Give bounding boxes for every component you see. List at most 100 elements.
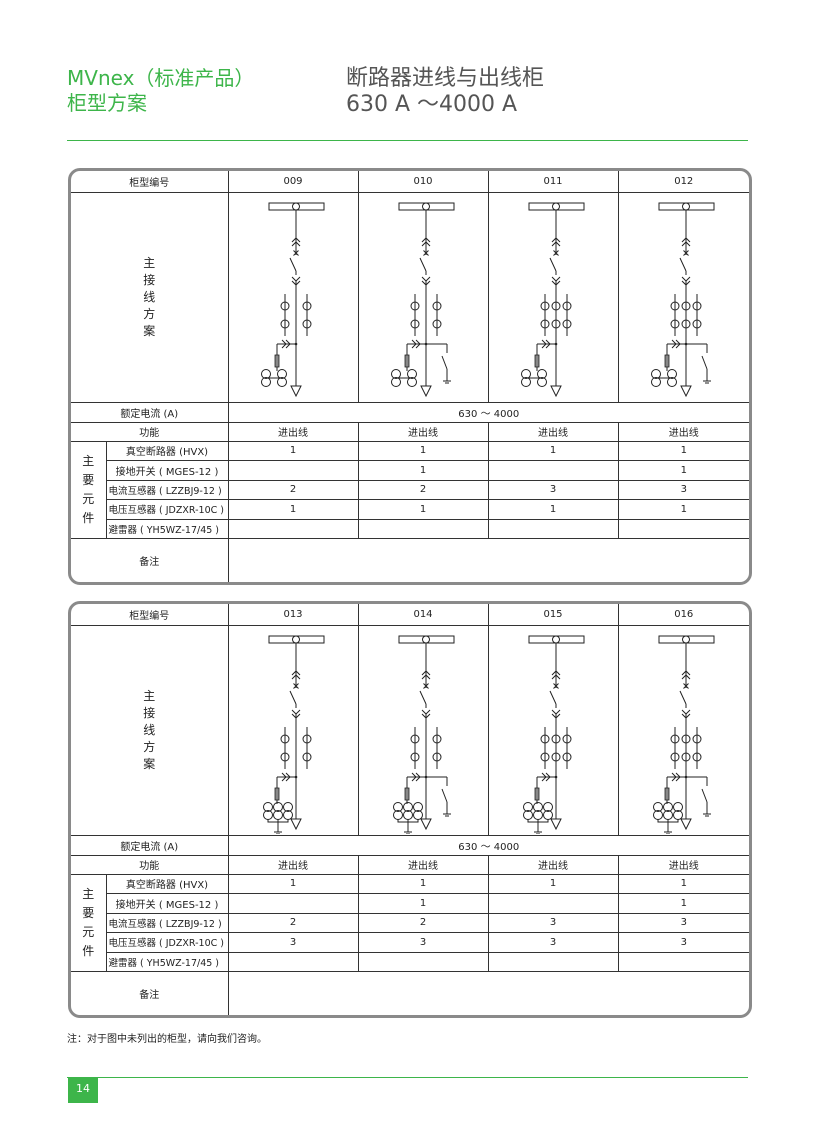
page-title-line1: 断路器进线与出线柜 bbox=[346, 66, 545, 91]
function-value: 进出线 bbox=[227, 854, 359, 875]
main-components-char: 元 bbox=[82, 924, 95, 939]
cabinet-no: 009 bbox=[227, 171, 359, 193]
remarks-label: 备注 bbox=[71, 538, 229, 582]
component-quantity bbox=[487, 460, 619, 481]
cabinet-scheme-table: 柜型编号 009 010 011 012 主接线方案额定电流 (A) 630 ～ 4000 功… bbox=[71, 171, 749, 582]
cabinet-no: 010 bbox=[357, 171, 489, 193]
component-quantity: 2 bbox=[227, 479, 359, 500]
component-quantity bbox=[357, 951, 489, 972]
component-quantity: 2 bbox=[357, 479, 489, 500]
component-quantity bbox=[487, 518, 619, 539]
main-wiring-char: 主 bbox=[143, 688, 156, 703]
component-label: 避雷器 ( YH5WZ-17/45 ) bbox=[106, 951, 229, 972]
remarks-value bbox=[227, 538, 749, 582]
rated-current-value: 630 ～ 4000 bbox=[227, 401, 749, 423]
main-components-char: 主 bbox=[82, 453, 95, 468]
component-quantity bbox=[357, 518, 489, 539]
cabinet-no: 013 bbox=[227, 604, 359, 626]
component-quantity: 3 bbox=[487, 479, 619, 500]
cabinet-no-label: 柜型编号 bbox=[71, 604, 229, 626]
cabinet-scheme-table: 柜型编号 013 014 015 016 主接线方案额定电流 (A) 630 ～ 4000 功… bbox=[71, 604, 749, 1015]
component-quantity bbox=[227, 893, 359, 914]
component-quantity bbox=[617, 518, 749, 539]
main-components-char: 元 bbox=[82, 491, 95, 506]
main-components-char: 件 bbox=[82, 510, 95, 525]
main-wiring-char: 案 bbox=[143, 756, 156, 771]
component-quantity bbox=[227, 951, 359, 972]
single-line-diagram bbox=[520, 202, 584, 398]
cabinet-no: 016 bbox=[617, 604, 749, 626]
component-quantity: 3 bbox=[487, 932, 619, 953]
main-wiring-char: 案 bbox=[143, 323, 156, 338]
function-value: 进出线 bbox=[487, 421, 619, 442]
cabinet-table-1: 柜型编号 009 010 011 012 主接线方案额定电流 (A) 630 ～ 4000 功… bbox=[68, 168, 752, 585]
section-title-line2: 柜型方案 bbox=[67, 91, 147, 115]
section-title-line1: MVnex（标准产品） bbox=[67, 66, 255, 90]
component-quantity: 3 bbox=[617, 912, 749, 933]
cabinet-table-2: 柜型编号 013 014 015 016 主接线方案额定电流 (A) 630 ～ 4000 功… bbox=[68, 601, 752, 1018]
page-title-line2: 630 A ～4000 A bbox=[346, 92, 518, 117]
component-quantity: 1 bbox=[357, 460, 489, 481]
component-quantity: 1 bbox=[227, 440, 359, 461]
function-value: 进出线 bbox=[357, 854, 489, 875]
component-quantity: 1 bbox=[487, 873, 619, 894]
page-number: 14 bbox=[68, 1077, 98, 1103]
section-title: MVnex（标准产品） 柜型方案 bbox=[67, 66, 254, 116]
main-components-char: 主 bbox=[82, 886, 95, 901]
component-label: 接地开关 ( MGES-12 ) bbox=[106, 460, 229, 481]
component-quantity bbox=[487, 951, 619, 972]
component-quantity: 3 bbox=[617, 932, 749, 953]
component-quantity: 1 bbox=[617, 499, 749, 520]
single-line-diagram bbox=[390, 202, 454, 398]
header-divider bbox=[67, 140, 748, 141]
remarks-value bbox=[227, 971, 749, 1015]
main-wiring-char: 方 bbox=[143, 306, 156, 321]
cabinet-no: 014 bbox=[357, 604, 489, 626]
component-quantity: 3 bbox=[617, 479, 749, 500]
component-quantity bbox=[227, 518, 359, 539]
component-quantity: 1 bbox=[357, 499, 489, 520]
component-label: 避雷器 ( YH5WZ-17/45 ) bbox=[106, 518, 229, 539]
function-value: 进出线 bbox=[487, 854, 619, 875]
main-components-label: 主要元件 bbox=[71, 873, 107, 972]
single-line-diagram bbox=[650, 202, 714, 398]
main-wiring-label: 主接线方案 bbox=[71, 191, 229, 403]
footer-divider bbox=[67, 1077, 748, 1078]
remarks-label: 备注 bbox=[71, 971, 229, 1015]
component-label: 电压互感器 ( JDZXR-10C ) bbox=[106, 499, 229, 520]
wiring-diagram-cell bbox=[617, 191, 749, 403]
wiring-diagram-cell bbox=[357, 191, 489, 403]
single-line-diagram bbox=[262, 635, 324, 834]
single-line-diagram bbox=[522, 635, 584, 834]
component-quantity: 1 bbox=[617, 893, 749, 914]
wiring-diagram-cell bbox=[357, 624, 489, 836]
single-line-diagram bbox=[652, 635, 714, 834]
footnote: 注：对于图中未列出的柜型，请向我们咨询。 bbox=[67, 1034, 267, 1045]
main-wiring-label: 主接线方案 bbox=[71, 624, 229, 836]
component-quantity: 1 bbox=[357, 893, 489, 914]
wiring-diagram-cell bbox=[617, 624, 749, 836]
main-wiring-char: 线 bbox=[143, 289, 156, 304]
main-wiring-char: 主 bbox=[143, 255, 156, 270]
main-components-label: 主要元件 bbox=[71, 440, 107, 539]
component-quantity bbox=[487, 893, 619, 914]
main-wiring-char: 线 bbox=[143, 722, 156, 737]
cabinet-no: 015 bbox=[487, 604, 619, 626]
component-quantity: 3 bbox=[227, 932, 359, 953]
component-quantity: 1 bbox=[487, 440, 619, 461]
wiring-diagram-cell bbox=[487, 191, 619, 403]
main-wiring-char: 接 bbox=[143, 705, 156, 720]
rated-current-label: 额定电流 (A) bbox=[71, 401, 229, 423]
single-line-diagram bbox=[260, 202, 324, 398]
function-label: 功能 bbox=[71, 421, 229, 442]
component-quantity bbox=[617, 951, 749, 972]
component-quantity: 2 bbox=[357, 912, 489, 933]
component-quantity: 1 bbox=[227, 499, 359, 520]
cabinet-no: 011 bbox=[487, 171, 619, 193]
component-quantity: 1 bbox=[357, 873, 489, 894]
function-value: 进出线 bbox=[227, 421, 359, 442]
component-label: 真空断路器 (HVX) bbox=[105, 873, 229, 894]
function-value: 进出线 bbox=[357, 421, 489, 442]
wiring-diagram-cell bbox=[227, 191, 359, 403]
